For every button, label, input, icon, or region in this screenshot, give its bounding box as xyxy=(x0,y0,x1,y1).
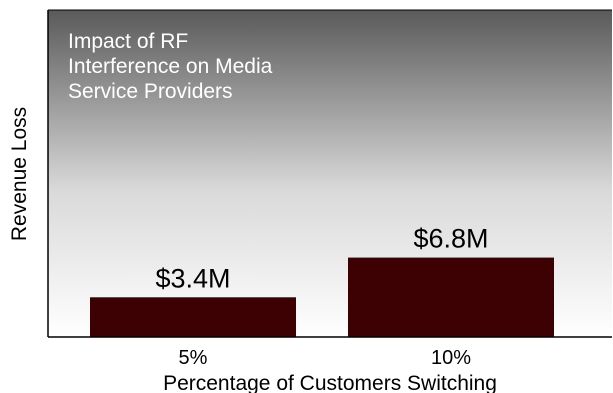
chart-title-line-2: Interference on Media xyxy=(68,55,273,78)
bar-1 xyxy=(90,297,296,337)
bar-2 xyxy=(348,257,554,337)
y-axis-label: Revenue Loss xyxy=(8,107,31,241)
x-tick-label-2: 10% xyxy=(431,347,471,369)
data-label-2: $6.8M xyxy=(413,224,488,254)
data-label-1: $3.4M xyxy=(155,263,230,293)
x-axis-label: Percentage of Customers Switching xyxy=(163,372,497,393)
chart-title-line-1: Impact of RF xyxy=(68,30,188,53)
chart-title-line-3: Service Providers xyxy=(68,80,233,103)
x-tick-label-1: 5% xyxy=(179,347,208,369)
